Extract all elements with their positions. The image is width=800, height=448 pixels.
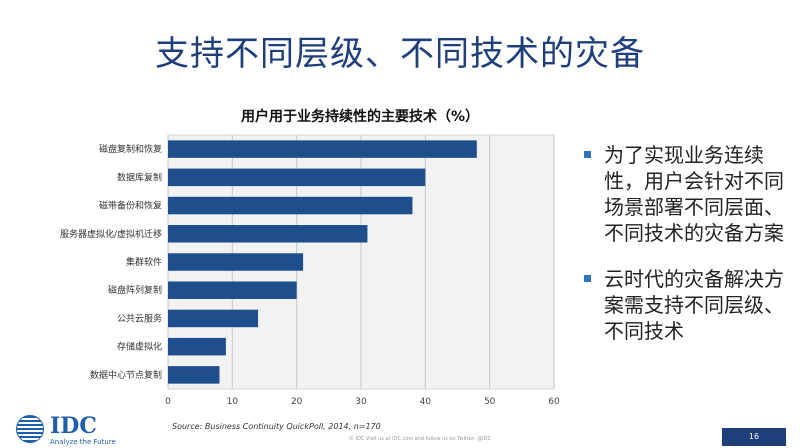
category-label: 公共云服务 [117, 312, 162, 324]
x-tick-label: 0 [165, 397, 171, 407]
bar [168, 309, 259, 328]
logo-tagline: Analyze the Future [50, 438, 116, 446]
category-label: 存储虚拟化 [117, 341, 162, 353]
source-note: Source: Business Continuity QuickPoll, 2… [172, 422, 381, 431]
x-tick-label: 50 [484, 397, 496, 407]
idc-logo: IDC Analyze the Future [16, 413, 136, 447]
bar [168, 140, 477, 158]
x-tick-label: 60 [548, 397, 560, 407]
category-label: 磁盘阵列复制 [108, 284, 162, 296]
category-label: 数据库复制 [117, 171, 162, 183]
slide-title: 支持不同层级、不同技术的灾备 [155, 34, 645, 74]
bar-chart: 磁盘复制和恢复数据库复制磁带备份和恢复服务器虚拟化/虚拟机迁移集群软件磁盘阵列复… [60, 134, 560, 407]
category-label: 集群软件 [126, 256, 162, 268]
bar [168, 366, 220, 384]
bar [168, 281, 297, 299]
category-label: 数据中心节点复制 [90, 369, 162, 381]
bars [168, 140, 477, 384]
x-tick-label: 40 [420, 397, 432, 407]
category-label: 服务器虚拟化/虚拟机迁移 [60, 228, 162, 240]
bullet-item: 为了实现业务连续性，用户会针对不同场景部署不同层面、不同技术的灾备方案 [582, 142, 787, 246]
x-tick-label: 10 [227, 397, 239, 407]
footer-text: © IDC Visit us at IDC.com and follow us … [348, 436, 492, 442]
bar [168, 168, 426, 187]
bullet-text: 云时代的灾备解决方案需支持不同层级、不同技术 [604, 267, 784, 343]
category-label: 磁盘复制和恢复 [99, 143, 162, 155]
chart-title: 用户用于业务持续性的主要技术（%） [240, 109, 480, 125]
logo-brand: IDC [50, 413, 97, 439]
bar [168, 253, 304, 271]
bullet-marker-icon [584, 275, 591, 282]
bar [168, 337, 226, 356]
bar [168, 196, 413, 215]
x-tick-labels: 0 10 20 30 40 50 60 [165, 397, 560, 407]
bullet-list: 为了实现业务连续性，用户会针对不同场景部署不同层面、不同技术的灾备方案 云时代的… [582, 142, 787, 364]
category-label: 磁带备份和恢复 [99, 200, 162, 212]
x-tick-label: 30 [355, 397, 367, 407]
page-number: 16 [722, 428, 786, 446]
category-labels: 磁盘复制和恢复数据库复制磁带备份和恢复服务器虚拟化/虚拟机迁移集群软件磁盘阵列复… [60, 143, 162, 381]
bullet-marker-icon [584, 151, 591, 158]
bullet-item: 云时代的灾备解决方案需支持不同层级、不同技术 [582, 266, 787, 344]
x-tick-label: 20 [291, 397, 303, 407]
bullet-text: 为了实现业务连续性，用户会针对不同场景部署不同层面、不同技术的灾备方案 [604, 143, 784, 245]
globe-icon [16, 415, 44, 443]
bar [168, 225, 368, 243]
